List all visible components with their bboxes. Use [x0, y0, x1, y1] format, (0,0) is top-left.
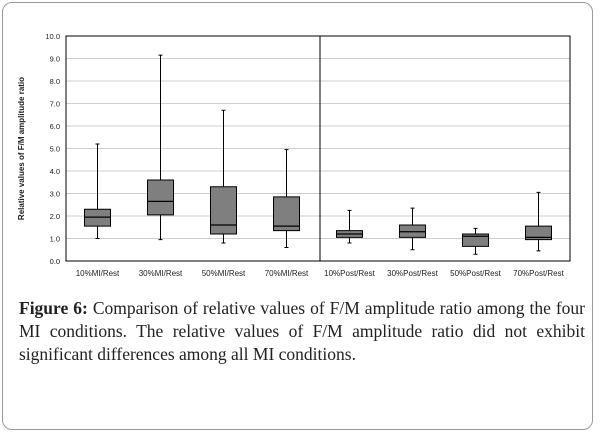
box-3 [210, 109, 237, 244]
x-category-label: 30%Post/Rest [387, 269, 438, 278]
caption-text: Comparison of relative values of F/M amp… [19, 298, 585, 364]
x-category-label: 10%Post/Rest [324, 269, 375, 278]
gridlines [66, 58, 570, 239]
y-tick-label: 4.0 [50, 167, 60, 176]
box-plot-chart: 0.0 1.0 2.0 3.0 4.0 5.0 6.0 7.0 8.0 9.0 10.0 10%MI… [17, 32, 571, 278]
box-2 [147, 54, 174, 241]
figure-label: Figure 6: [19, 298, 88, 318]
x-category-label: 70%Post/Rest [513, 269, 564, 278]
figure-caption: Figure 6: Comparison of relative values … [19, 297, 585, 366]
y-tick-label: 0.0 [50, 257, 60, 266]
x-category-label: 50%MI/Rest [202, 269, 246, 278]
y-tick-label: 10.0 [45, 32, 60, 41]
y-tick-label: 8.0 [50, 77, 60, 86]
y-tick-label: 5.0 [50, 145, 60, 154]
y-tick-label: 9.0 [50, 55, 60, 64]
box-4 [273, 149, 300, 248]
box-iqr [273, 196, 300, 232]
box-8 [525, 191, 552, 252]
box-iqr [462, 233, 489, 247]
y-axis-label: Relative values of F/M amplitude ratio [17, 77, 26, 220]
plot-area-border [65, 35, 571, 262]
x-category-label: 10%MI/Rest [76, 269, 120, 278]
box-iqr [525, 225, 552, 241]
y-axis-ticks: 0.0 1.0 2.0 3.0 4.0 5.0 6.0 7.0 8.0 9.0 10.0 [45, 32, 60, 266]
x-category-label: 50%Post/Rest [450, 269, 501, 278]
x-category-label: 30%MI/Rest [139, 269, 183, 278]
box-iqr [147, 179, 174, 216]
y-tick-label: 7.0 [50, 100, 60, 109]
box-5 [336, 209, 363, 244]
y-tick-label: 6.0 [50, 122, 60, 131]
box-7 [462, 227, 489, 255]
x-category-label: 70%MI/Rest [265, 269, 309, 278]
y-tick-label: 3.0 [50, 190, 60, 199]
box-iqr [210, 186, 237, 235]
x-axis-categories: 10%MI/Rest 30%MI/Rest 50%MI/Rest 70%MI/Rest… [76, 269, 565, 278]
box-6 [399, 207, 426, 251]
box-series [84, 54, 552, 255]
box-1 [84, 143, 111, 239]
y-tick-label: 1.0 [50, 235, 60, 244]
y-tick-label: 2.0 [50, 212, 60, 221]
